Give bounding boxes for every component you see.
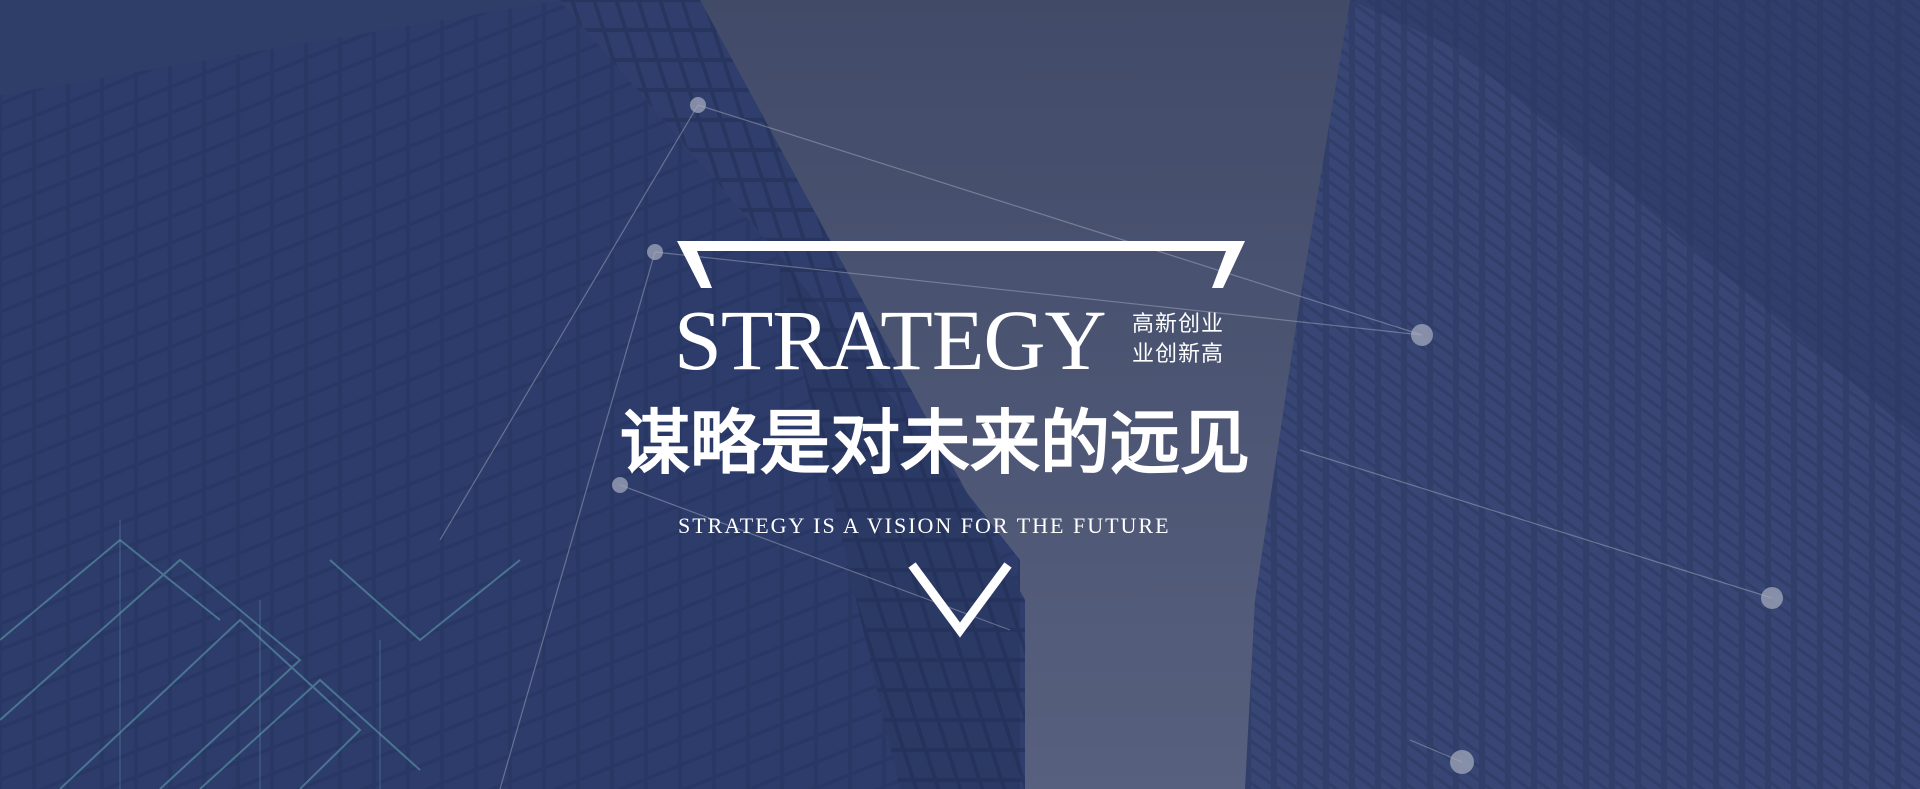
down-chevron-icon	[908, 562, 1012, 638]
tagline: STRATEGY IS A VISION FOR THE FUTURE	[678, 513, 1171, 538]
headline-chinese: 谋略是对未来的远见	[620, 401, 1250, 484]
headline-english: STRATEGY	[674, 292, 1107, 388]
slogan-line-2: 业创新高	[1132, 342, 1225, 367]
slogan: 高新创业 业创新高	[1132, 310, 1252, 370]
slogan-line-1: 高新创业	[1132, 312, 1225, 337]
trapezoid-bracket-icon	[677, 241, 1245, 288]
